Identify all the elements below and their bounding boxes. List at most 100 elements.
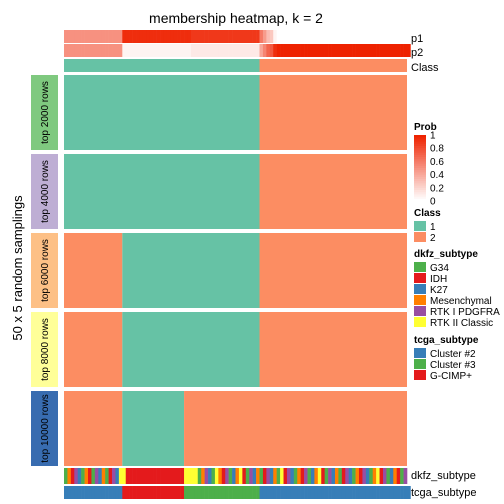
p2-cell [94, 44, 99, 57]
p1-cell [382, 30, 387, 43]
p2-cell [324, 44, 329, 57]
tcga-cell [396, 486, 401, 499]
dkfz-cell [101, 468, 106, 484]
dkfz-cell [310, 468, 315, 484]
p2-cell [256, 44, 260, 57]
legend-swatch [414, 273, 426, 283]
tcga-cell [105, 486, 109, 499]
p1-cell [238, 30, 243, 43]
dkfz-cell [307, 468, 312, 484]
p1-cell [304, 30, 308, 43]
p2-cell [156, 44, 161, 57]
tcga-cell [283, 486, 288, 499]
p1-cell [136, 30, 140, 43]
p1-cell [372, 30, 377, 43]
legend-title: dkfz_subtype [414, 249, 478, 260]
p1-cell [112, 30, 116, 43]
p2-cell [328, 44, 332, 57]
row-group-bar [31, 312, 58, 387]
p2-cell [341, 44, 346, 57]
p2-cell [228, 44, 233, 57]
tcga-cell [259, 486, 264, 499]
prob-gradient-step [414, 161, 426, 165]
tcga-cell [201, 486, 205, 499]
dkfz-cell [115, 468, 120, 484]
dkfz-cell [252, 468, 257, 484]
p1-cell [91, 30, 96, 43]
dkfz-cell [173, 468, 178, 484]
heatmap-block [64, 154, 260, 229]
legend-swatch [414, 370, 426, 380]
legend-swatch [414, 232, 426, 242]
legend-title: tcga_subtype [414, 335, 479, 346]
p2-cell [173, 44, 178, 57]
tcga-cell [358, 486, 363, 499]
tcga-cell [125, 486, 130, 499]
dkfz-cell [149, 468, 154, 484]
p2-cell [355, 44, 360, 57]
dkfz-cell [321, 468, 325, 484]
p1-cell [300, 30, 305, 43]
dkfz-cell [146, 468, 151, 484]
p2-cell [266, 44, 271, 57]
p2-cell [389, 44, 394, 57]
dkfz-cell [280, 468, 284, 484]
p1-cell [259, 30, 264, 43]
heatmap-block [64, 233, 123, 308]
dkfz-cell [393, 468, 398, 484]
dkfz-cell [136, 468, 140, 484]
p1-cell [256, 30, 260, 43]
dkfz-cell [221, 468, 226, 484]
p1-cell [139, 30, 144, 43]
class-cell-2 [259, 59, 407, 72]
p2-cell [122, 44, 127, 57]
p2-cell [317, 44, 322, 57]
p1-cell [146, 30, 151, 43]
p1-cell [125, 30, 130, 43]
p2-cell [64, 44, 68, 57]
tcga-cell [156, 486, 161, 499]
legend-label: IDH [430, 274, 447, 285]
dkfz-cell [382, 468, 387, 484]
p2-cell [221, 44, 226, 57]
tcga-cell [262, 486, 267, 499]
tcga-cell [256, 486, 260, 499]
p1-cell [105, 30, 109, 43]
dkfz-cell [225, 468, 229, 484]
row-group-bar [31, 391, 58, 466]
prob-gradient-step [414, 194, 426, 198]
bottom-annotations [64, 468, 411, 499]
prob-gradient-step [414, 148, 426, 151]
p2-cell [204, 44, 209, 57]
tcga-cell [70, 486, 75, 499]
heatmap-block [259, 75, 407, 150]
heatmap-body [64, 75, 407, 466]
dkfz-cell [324, 468, 329, 484]
dkfz-cell [283, 468, 288, 484]
dkfz-cell [365, 468, 370, 484]
p1-cell [365, 30, 370, 43]
p2-cell [259, 44, 264, 57]
p2-cell [88, 44, 92, 57]
tcga-cell [197, 486, 202, 499]
tcga-cell [122, 486, 127, 499]
p1-cell [129, 30, 133, 43]
tcga-cell [242, 486, 247, 499]
p1-cell [64, 30, 68, 43]
prob-gradient-step [414, 159, 426, 162]
tcga-cell [132, 486, 137, 499]
dkfz-cell [259, 468, 264, 484]
legend-label: Cluster #3 [430, 360, 476, 371]
p2-cell [149, 44, 154, 57]
p2-cell [382, 44, 387, 57]
p2-cell [201, 44, 205, 57]
annotation-label-tcga: tcga_subtype [411, 487, 476, 499]
tcga-cell [184, 486, 188, 499]
dkfz-cell [70, 468, 75, 484]
dkfz-cell [341, 468, 346, 484]
dkfz-cell [400, 468, 404, 484]
prob-gradient-step [414, 176, 426, 180]
tcga-cell [324, 486, 329, 499]
tcga-cell [232, 486, 236, 499]
dkfz-cell [197, 468, 202, 484]
